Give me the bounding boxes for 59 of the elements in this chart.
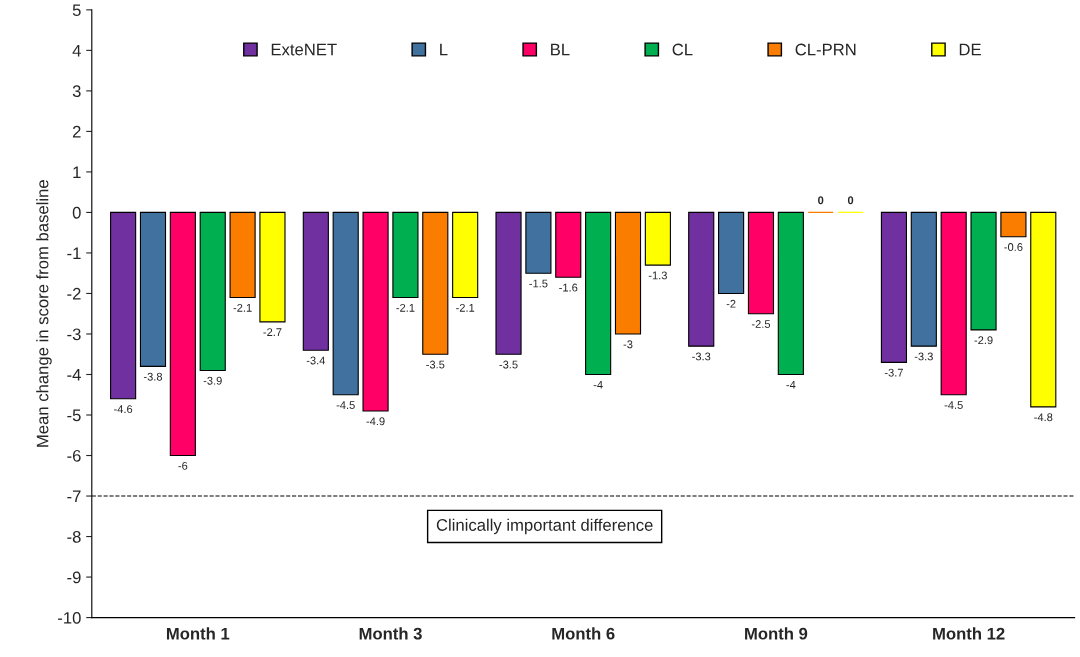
data-label: -2.7 [263,328,282,336]
data-label: -4 [786,380,796,389]
legend-label: DE [959,43,981,56]
data-label: -3.5 [499,360,518,369]
data-label: -1.3 [648,271,667,280]
data-label: -3.7 [884,368,903,377]
data-label: -2.5 [751,320,771,328]
data-label: -4.8 [1034,413,1053,422]
legend-label: CL-PRN [795,43,856,56]
data-label: -3 [623,340,633,349]
x-tick-label: Month 12 [933,627,1005,640]
y-tick-label: -5 [67,409,81,422]
x-tick-label: Month 3 [359,627,422,640]
data-label: -4.6 [114,405,133,414]
y-tick-label: 5 [72,4,81,17]
data-label: -0.6 [1004,243,1023,251]
data-label: -3.3 [692,352,711,361]
legend-label: ExteNET [271,43,337,56]
y-tick-label: 3 [72,85,81,98]
x-tick-label: Month 6 [552,627,615,640]
data-label: -4.5 [336,401,355,409]
y-tick-label: 0 [72,206,81,219]
data-label: -2 [726,299,736,308]
x-tick-label: Month 1 [166,627,230,640]
data-label: -6 [178,461,188,470]
data-label: -2.1 [456,303,475,312]
legend-label: CL [672,43,693,56]
y-tick-label: -2 [67,287,81,300]
y-tick-label: 1 [73,166,81,178]
data-label: -1.5 [529,279,548,288]
data-label: -3.9 [203,376,222,385]
legend-label: L [440,43,448,56]
data-label: -4.9 [366,417,385,426]
ref-line-label: Clinically important difference [436,518,653,535]
y-axis-title: Mean change in score from baseline [36,180,52,447]
data-label: -3.5 [426,360,445,369]
data-label: -3.4 [306,356,326,365]
data-label: -2.1 [396,303,415,312]
data-label: -2.9 [974,336,993,345]
data-label: -4.5 [944,401,963,409]
data-label: -1.6 [559,283,578,292]
y-tick-label: -3 [67,328,81,341]
data-label: 0 [847,196,854,205]
y-tick-label: -4 [67,369,81,381]
x-tick-label: Month 9 [745,627,808,640]
y-tick-label: 2 [72,125,81,138]
y-tick-label: -9 [67,571,81,584]
y-tick-label: -10 [58,611,81,624]
data-label: -3.3 [914,352,933,361]
legend-label: BL [551,43,570,56]
y-tick-label: -8 [67,530,81,543]
y-tick-label: 4 [72,44,81,57]
data-label: -4 [593,380,603,389]
data-label: -3.8 [143,372,163,381]
data-label: -2.1 [233,303,252,312]
data-label: 0 [818,196,824,205]
y-tick-label: -6 [67,449,81,462]
y-tick-label: -1 [67,247,81,259]
y-tick-label: -7 [67,490,81,503]
